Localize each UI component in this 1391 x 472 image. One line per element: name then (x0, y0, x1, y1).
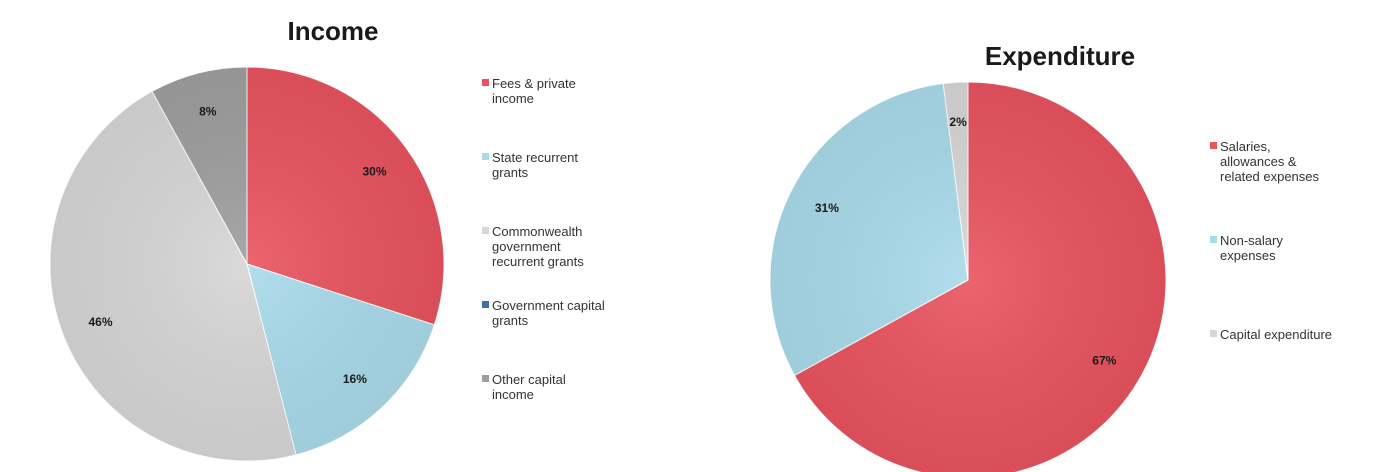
income-legend-swatch (482, 375, 489, 382)
expenditure-data-labels: 67% 31% 2% (815, 115, 1117, 368)
income-label-other-capital-income: 8% (199, 104, 217, 118)
income-legend-label: Other capital income (492, 372, 566, 402)
income-legend-item: Other capital income (482, 372, 566, 402)
income-pie (49, 66, 445, 462)
expenditure-legend-swatch (1210, 330, 1217, 337)
income-legend-swatch (482, 301, 489, 308)
income-label-fees-private-income: 30% (362, 164, 386, 178)
expenditure-label-capital-expenditure: 2% (949, 115, 967, 129)
income-label-state-recurrent-grants: 16% (343, 372, 367, 386)
income-legend-label: Commonwealth government recurrent grants (492, 224, 584, 269)
expenditure-legend-item: Non-salary expenses (1210, 233, 1283, 263)
expenditure-legend-item: Salaries, allowances & related expenses (1210, 139, 1320, 184)
income-legend-swatch (482, 79, 489, 86)
expenditure-legend-label: Capital expenditure (1220, 327, 1332, 342)
expenditure-legend-swatch (1210, 142, 1217, 149)
income-legend-label: State recurrent grants (492, 150, 578, 180)
expenditure-label-non-salary-expenses: 31% (815, 201, 839, 215)
expenditure-legend-item: Capital expenditure (1210, 327, 1332, 342)
income-legend: Fees & private income State recurrent grant… (482, 76, 605, 402)
expenditure-chart: Expenditure 67% 31% 2% Salaries, allowances… (769, 41, 1332, 472)
expenditure-label-salaries-allowances-related-expenses: 67% (1092, 354, 1116, 368)
income-chart: Income 30% 16% 46% 8% Fees & private income S… (49, 16, 605, 462)
expenditure-chart-title: Expenditure (985, 41, 1135, 71)
income-label-commonwealth-government-recurrent-grants: 46% (88, 315, 112, 329)
income-chart-title: Income (287, 16, 378, 46)
income-legend-item: Commonwealth government recurrent grants (482, 224, 584, 269)
income-legend-label: Fees & private income (492, 76, 576, 106)
expenditure-legend-label: Salaries, allowances & related expenses (1220, 139, 1320, 184)
expenditure-legend-label: Non-salary expenses (1220, 233, 1283, 263)
income-legend-label: Government capital grants (492, 298, 605, 328)
income-legend-item: Government capital grants (482, 298, 605, 328)
income-legend-swatch (482, 153, 489, 160)
expenditure-pie (769, 81, 1167, 472)
income-data-labels: 30% 16% 46% 8% (88, 104, 386, 386)
expenditure-legend: Salaries, allowances & related expenses Non… (1210, 139, 1332, 342)
income-legend-item: State recurrent grants (482, 150, 578, 180)
income-legend-item: Fees & private income (482, 76, 576, 106)
expenditure-legend-swatch (1210, 236, 1217, 243)
income-legend-swatch (482, 227, 489, 234)
